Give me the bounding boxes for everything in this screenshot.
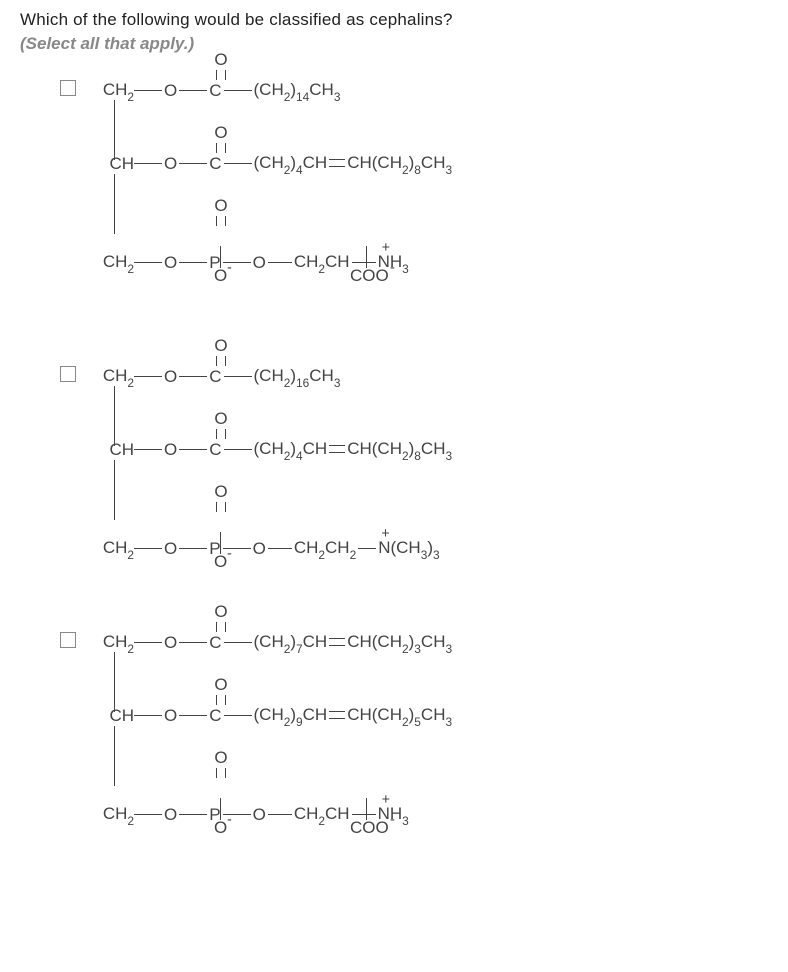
- fatty-chain-1: CH2OC(CH2)7CHCH(CH2)3CH3: [92, 632, 768, 658]
- structure-3: O CH2OC(CH2)7CHCH(CH2)3CH3 O CHOC(CH2)9C…: [92, 632, 768, 892]
- carbonyl-o-icon: O: [214, 50, 228, 80]
- fatty-chain-2: CHOC(CH2)4CHCH(CH2)8CH3: [92, 153, 768, 179]
- backbone-bar: [114, 386, 115, 446]
- o-minus: O-: [214, 818, 227, 838]
- backbone-bar: [114, 726, 115, 786]
- phosphate-head: CH2OPOCH2CH+NH3: [92, 804, 768, 830]
- phosphate-head: CH2OPOCH2CH2+N(CH3)3: [92, 538, 768, 564]
- phospho-o-icon: O: [214, 196, 228, 226]
- structure-2: O CH2OC(CH2)16CH3 O CHOC(CH2)4CHCH(CH2)8…: [92, 366, 768, 606]
- coo-label: COO-: [350, 266, 389, 286]
- fatty-chain-1: CH2OC(CH2)14CH3: [92, 80, 768, 106]
- carbonyl-o-icon: O: [214, 336, 228, 366]
- serine-bar: [366, 798, 367, 820]
- instruction-text: (Select all that apply.): [20, 34, 768, 54]
- p-o-bar: [220, 532, 221, 554]
- phospho-o-icon: O: [214, 748, 228, 778]
- carbonyl-o-icon: O: [214, 409, 228, 439]
- fatty-chain-1: CH2OC(CH2)16CH3: [92, 366, 768, 392]
- checkbox-1[interactable]: [60, 80, 76, 96]
- carbonyl-o-icon: O: [214, 123, 228, 153]
- option-1: O CH2OC(CH2)14CH3 O CHOC(CH2)4CHCH(CH2)8…: [20, 80, 768, 340]
- fatty-chain-2: CHOC(CH2)9CHCH(CH2)5CH3: [92, 705, 768, 731]
- coo-label: COO-: [350, 818, 389, 838]
- structure-1: O CH2OC(CH2)14CH3 O CHOC(CH2)4CHCH(CH2)8…: [92, 80, 768, 340]
- question-text: Which of the following would be classifi…: [20, 10, 768, 30]
- p-o-bar: [220, 798, 221, 820]
- option-2: O CH2OC(CH2)16CH3 O CHOC(CH2)4CHCH(CH2)8…: [20, 366, 768, 606]
- backbone-bar: [114, 460, 115, 520]
- carbonyl-o-icon: O: [214, 675, 228, 705]
- carbonyl-o-icon: O: [214, 602, 228, 632]
- o-minus: O-: [214, 552, 227, 572]
- phosphate-head: CH2OPOCH2CH+NH3: [92, 252, 768, 278]
- serine-bar: [366, 246, 367, 268]
- checkbox-2[interactable]: [60, 366, 76, 382]
- p-o-bar: [220, 246, 221, 268]
- phospho-o-icon: O: [214, 482, 228, 512]
- option-3: O CH2OC(CH2)7CHCH(CH2)3CH3 O CHOC(CH2)9C…: [20, 632, 768, 892]
- o-minus: O-: [214, 266, 227, 286]
- backbone-bar: [114, 174, 115, 234]
- checkbox-3[interactable]: [60, 632, 76, 648]
- fatty-chain-2: CHOC(CH2)4CHCH(CH2)8CH3: [92, 439, 768, 465]
- backbone-bar: [114, 652, 115, 712]
- backbone-bar: [114, 100, 115, 160]
